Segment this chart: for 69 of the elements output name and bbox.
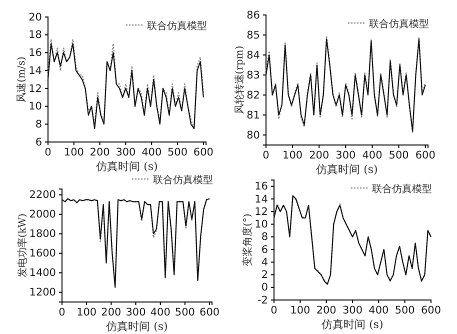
y-tick-label: 16: [254, 180, 268, 193]
x-tick-label: 300: [126, 306, 146, 318]
y-tick-label: 1600: [29, 248, 56, 260]
x-tick-label: 400: [368, 304, 389, 316]
y-tick-label: 14: [28, 64, 42, 77]
x-tick-label: 200: [101, 306, 122, 318]
y-tick-label: 12: [254, 206, 268, 218]
y-axis-title: 风轮转速(rpm): [233, 46, 246, 114]
y-tick-label: 1200: [29, 286, 56, 299]
x-tick-label: 500: [167, 146, 188, 158]
x-tick-label: 100: [282, 149, 303, 162]
x-tick-label: 600: [200, 306, 220, 318]
legend-label: 联合仿真模型: [372, 183, 432, 195]
x-axis-title: 仿真时间 (s): [315, 163, 378, 176]
y-tick-label: 0: [261, 282, 268, 294]
y-tick-label: 2200: [29, 189, 56, 202]
y-tick-label: 2000: [29, 208, 56, 221]
x-tick-label: 0: [58, 306, 66, 318]
x-axis-title: 仿真时间 (s): [95, 160, 158, 173]
y-tick-label: 80: [246, 129, 260, 142]
y-axis-title: 变桨角度(°): [241, 214, 254, 266]
x-tick-label: 400: [150, 306, 170, 318]
y-tick-label: 10: [254, 218, 268, 231]
y-tick-label: 83: [246, 69, 260, 82]
y-tick-label: -2: [258, 294, 268, 306]
x-tick-label: 0: [270, 304, 278, 316]
y-tick-label: 85: [246, 29, 260, 42]
x-axis-title: 仿真时间 (s): [105, 320, 168, 333]
x-tick-label: 500: [174, 306, 195, 318]
y-tick-label: 1800: [29, 228, 56, 240]
y-tick-label: 8: [35, 118, 42, 131]
x-tick-label: 500: [388, 149, 409, 162]
y-tick-label: 82: [246, 89, 260, 102]
x-tick-label: 500: [394, 304, 415, 316]
x-tick-label: 400: [142, 146, 162, 158]
y-tick-label: 20: [28, 11, 42, 24]
x-tick-label: 100: [64, 146, 84, 158]
y-tick-label: 10: [28, 100, 42, 113]
x-tick-label: 600: [420, 304, 442, 316]
y-tick-label: 2: [261, 269, 268, 282]
legend-label: 联合仿真模型: [147, 20, 207, 32]
y-tick-label: 8: [261, 231, 268, 244]
x-tick-label: 300: [116, 146, 136, 158]
x-tick-label: 300: [342, 304, 363, 316]
legend-label: 联合仿真模型: [369, 18, 429, 30]
x-tick-label: 100: [76, 306, 97, 318]
x-tick-label: 100: [290, 304, 310, 316]
y-tick-label: 6: [35, 136, 42, 148]
legend-label: 联合仿真模型: [153, 174, 213, 186]
x-tick-label: 600: [415, 149, 436, 162]
x-tick-label: 400: [362, 149, 382, 162]
x-tick-label: 600: [193, 146, 214, 158]
y-tick-label: 86: [246, 9, 260, 22]
y-tick-label: 1400: [29, 267, 56, 280]
x-axis-title: 仿真时间 (s): [320, 318, 384, 331]
x-tick-label: 200: [90, 146, 110, 158]
y-tick-label: 14: [254, 193, 268, 206]
y-tick-label: 12: [28, 82, 42, 95]
x-tick-label: 200: [316, 304, 336, 316]
y-tick-label: 6: [261, 244, 268, 256]
y-tick-label: 81: [246, 109, 260, 122]
y-tick-label: 84: [246, 49, 260, 62]
y-tick-label: 4: [261, 256, 268, 268]
x-tick-label: 200: [309, 149, 330, 162]
y-axis-title: 风速(m/s): [15, 56, 28, 102]
y-axis-title: 发电功率(kW): [16, 213, 28, 278]
y-tick-label: 16: [28, 47, 42, 60]
y-tick-label: 18: [28, 29, 42, 42]
x-tick-label: 300: [336, 149, 356, 162]
